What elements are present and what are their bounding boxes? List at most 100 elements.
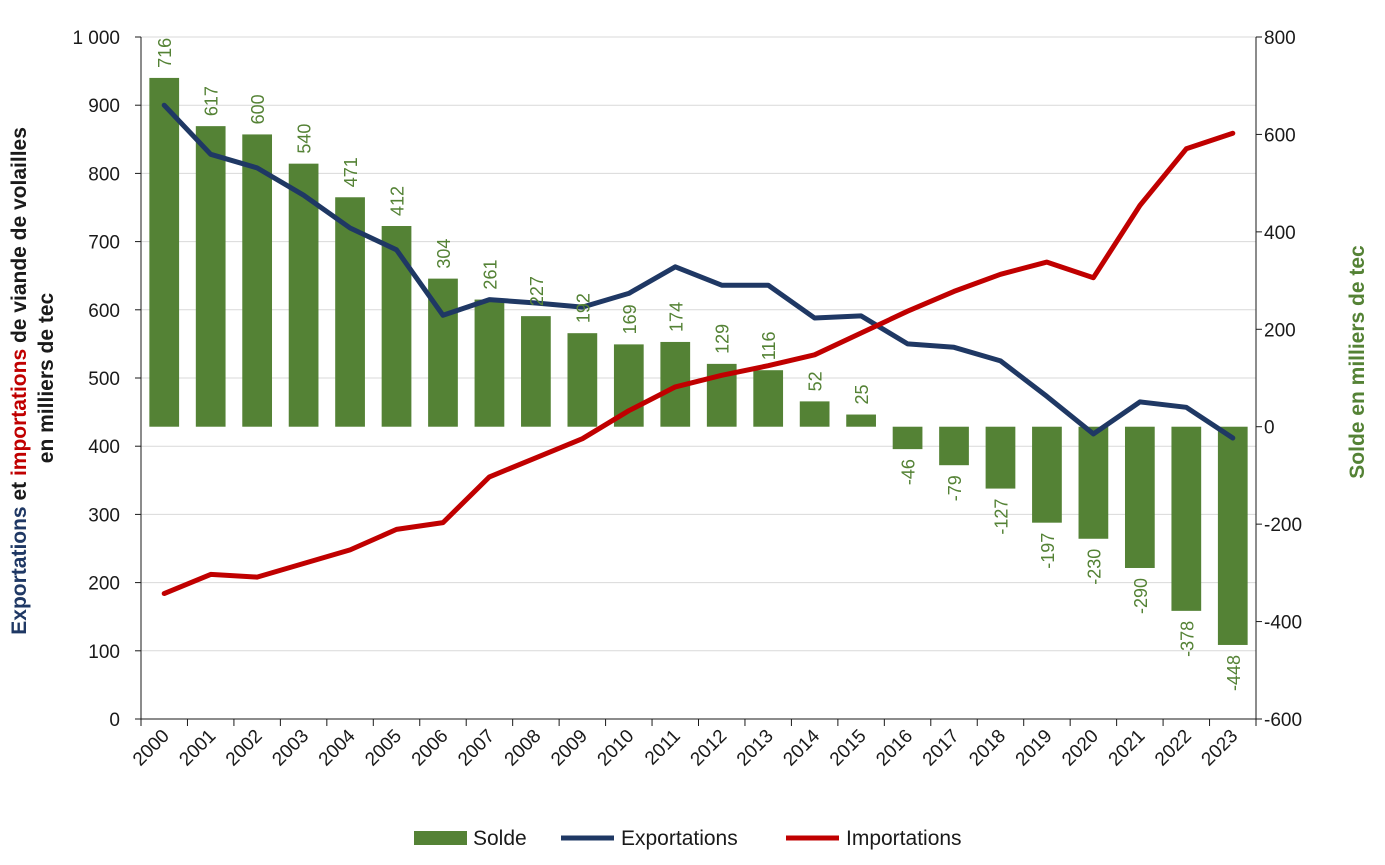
data-label-solde-2017: -79 [945, 475, 965, 501]
data-label-solde-2011: 174 [666, 302, 686, 332]
left-axis-title-part-2: importations [8, 349, 31, 476]
right-tick-label: -600 [1264, 710, 1302, 731]
left-tick-label: 0 [109, 710, 120, 731]
bar-solde-2023 [1217, 426, 1248, 645]
x-tick-label-2010: 2010 [594, 726, 639, 771]
data-label-solde-2013: 116 [759, 332, 779, 361]
legend-importations-label: Importations [846, 827, 962, 850]
bar-solde-2020 [1078, 426, 1109, 539]
data-label-solde-2015: 25 [852, 385, 872, 405]
x-tick-label-2007: 2007 [454, 726, 499, 771]
x-tick-label-2019: 2019 [1012, 726, 1057, 771]
solde-data-labels: 716 617 600 540 471 412 304 261 227 192 169 174 129 1… [155, 38, 1244, 691]
right-tick-label: -200 [1264, 515, 1302, 536]
gridlines [141, 36, 1256, 652]
x-tick-label-2017: 2017 [919, 726, 964, 771]
line-importations [161, 130, 1236, 596]
data-label-solde-2007: 261 [480, 260, 500, 290]
bar-solde-2000 [149, 77, 180, 427]
bar-solde-2017 [939, 426, 969, 466]
data-label-solde-2009: 192 [573, 293, 593, 323]
data-label-solde-2010: 169 [620, 304, 640, 334]
x-tick-label-2021: 2021 [1105, 726, 1150, 771]
left-tick-label: 800 [88, 164, 120, 185]
data-label-solde-2001: 617 [202, 86, 222, 116]
left-axis-title-part-0: Exportations [8, 506, 31, 634]
x-tick-label-2001: 2001 [175, 726, 220, 771]
bar-solde-2004 [335, 197, 365, 427]
data-label-solde-2020: -230 [1084, 549, 1104, 585]
x-tick-label-2002: 2002 [222, 726, 267, 771]
right-tick-label: 200 [1264, 320, 1296, 341]
x-tick-label-2009: 2009 [547, 726, 592, 771]
bar-solde-2014 [799, 401, 830, 427]
x-tick-label-2004: 2004 [315, 725, 360, 770]
bar-solde-2002 [242, 134, 273, 427]
bar-solde-2021 [1124, 426, 1155, 568]
series-lines [161, 102, 1236, 596]
data-label-solde-2008: 227 [527, 276, 547, 306]
data-label-solde-2000: 716 [155, 38, 175, 68]
x-tick-label-2023: 2023 [1198, 726, 1243, 771]
x-tick-label-2005: 2005 [361, 726, 406, 771]
legend-exportations-label: Exportations [621, 827, 738, 850]
data-label-solde-2003: 540 [295, 124, 315, 154]
left-tick-label: 900 [88, 96, 120, 117]
x-tick-label-2015: 2015 [826, 726, 871, 771]
bar-solde-2009 [567, 333, 598, 427]
x-tick-label-2014: 2014 [779, 725, 824, 770]
bar-solde-2001 [195, 126, 226, 427]
left-axis-title-part-3: de viande de volailles [8, 127, 31, 349]
x-tick-label-2013: 2013 [733, 726, 778, 771]
x-tick-label-2018: 2018 [965, 726, 1010, 771]
left-tick-label: 400 [88, 437, 120, 458]
left-tick-label: 300 [88, 505, 120, 526]
legend: Solde Exportations Importations [414, 827, 962, 850]
bar-solde-2019 [1032, 426, 1062, 523]
left-tick-label: 100 [88, 642, 120, 663]
x-tick-label-2006: 2006 [408, 726, 453, 771]
data-label-solde-2022: -378 [1177, 621, 1197, 657]
legend-solde-label: Solde [473, 827, 527, 850]
left-tick-label: 200 [88, 574, 120, 595]
data-label-solde-2006: 304 [434, 239, 454, 269]
data-label-solde-2021: -290 [1131, 578, 1151, 614]
right-tick-label: -400 [1264, 613, 1302, 634]
bar-solde-2007 [474, 299, 505, 427]
right-tick-label: 800 [1264, 28, 1296, 49]
data-label-solde-2012: 129 [713, 324, 733, 354]
bar-solde-2005 [381, 226, 412, 427]
bar-solde-2003 [288, 163, 319, 427]
right-axis-title: Solde en milliers de tec [1346, 245, 1369, 479]
data-label-solde-2014: 52 [806, 371, 826, 391]
x-tick-label-2022: 2022 [1151, 726, 1196, 771]
left-tick-label: 700 [88, 233, 120, 254]
bar-solde-2022 [1171, 426, 1202, 611]
right-tick-label: 0 [1264, 418, 1275, 439]
x-tick-label-2011: 2011 [641, 726, 685, 770]
data-label-solde-2016: -46 [899, 459, 919, 485]
data-label-solde-2019: -197 [1038, 533, 1058, 569]
x-tick-label-2020: 2020 [1058, 726, 1103, 771]
x-tick-label-2000: 2000 [129, 726, 174, 771]
data-label-solde-2002: 600 [248, 94, 268, 124]
left-tick-label: 500 [88, 369, 120, 390]
data-label-solde-2004: 471 [341, 157, 361, 187]
data-label-solde-2023: -448 [1224, 655, 1244, 691]
legend-solde-swatch [414, 831, 467, 845]
right-tick-label: 600 [1264, 125, 1296, 146]
x-tick-label-2016: 2016 [872, 726, 917, 771]
bar-solde-2015 [846, 414, 876, 427]
left-axis-title-part-1: et [8, 476, 31, 506]
x-tick-label-2003: 2003 [268, 726, 313, 771]
solde-bars [149, 77, 1248, 645]
line-exportations [161, 102, 1236, 441]
data-label-solde-2018: -127 [991, 499, 1011, 535]
left-axis-title-line1: Exportations et importations de viande d… [8, 127, 31, 635]
data-label-solde-2005: 412 [388, 186, 408, 216]
left-axis-title: Exportations et importations de viande d… [8, 121, 58, 634]
x-tick-label-2012: 2012 [687, 726, 732, 771]
left-tick-label: 600 [88, 301, 120, 322]
left-axis-title-line2: en milliers de tec [35, 292, 58, 463]
